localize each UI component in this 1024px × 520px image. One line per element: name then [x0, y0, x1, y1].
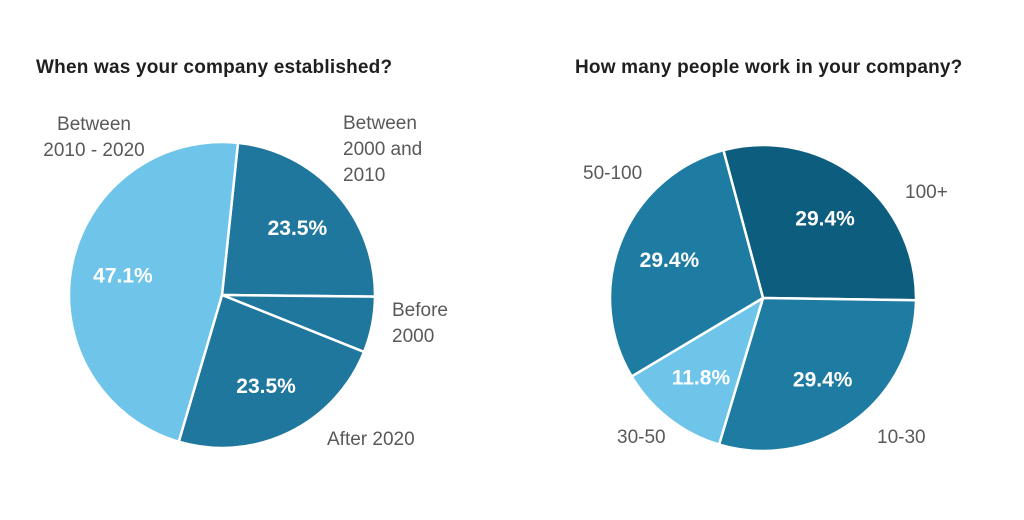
pie-slice-30-50	[630, 296, 765, 446]
pie-chart-established: 23.5% 23.5% 47.1%	[67, 140, 377, 450]
slice-label-100-plus: 100+	[905, 182, 948, 203]
pie-slice-50-100	[608, 148, 765, 378]
slice-label-30-50: 30-50	[617, 427, 666, 448]
slice-label-after-2020: After 2020	[327, 429, 415, 450]
pie-pct-label-between-2000-and-2010: 23.5%	[268, 217, 328, 240]
slice-label-50-100: 50-100	[583, 163, 643, 184]
slice-label-10-30: 10-30	[877, 427, 926, 448]
pie-slice-between-2010-2020	[67, 140, 240, 443]
pie-pct-label-50-100: 29.4%	[640, 249, 700, 272]
pie-chart-employees: 29.4% 29.4% 11.8% 29.4%	[608, 143, 918, 453]
pie-pct-label-after-2020: 23.5%	[236, 375, 296, 398]
pie-slice-between-2000-and-2010	[220, 141, 377, 298]
slice-label-between-2010-2020: Between 2010 - 2020	[43, 114, 145, 161]
slice-label-between-2000-and-2010: Between 2000 and 2010	[343, 113, 423, 186]
pie-pct-label-between-2010-2020: 47.1%	[93, 264, 153, 287]
pie-pct-label-10-30: 29.4%	[793, 368, 853, 391]
chart-title-employees: How many people work in your company?	[575, 57, 963, 78]
chart-title-established: When was your company established?	[36, 57, 393, 78]
pie-slice-100-plus	[722, 143, 918, 302]
pie-pct-label-100-plus: 29.4%	[795, 207, 855, 230]
pie-slice-after-2020	[177, 293, 366, 450]
slice-label-before-2000: Before 2000	[392, 300, 448, 347]
pie-slice-10-30	[717, 296, 918, 453]
pie-pct-label-30-50: 11.8%	[672, 367, 731, 390]
